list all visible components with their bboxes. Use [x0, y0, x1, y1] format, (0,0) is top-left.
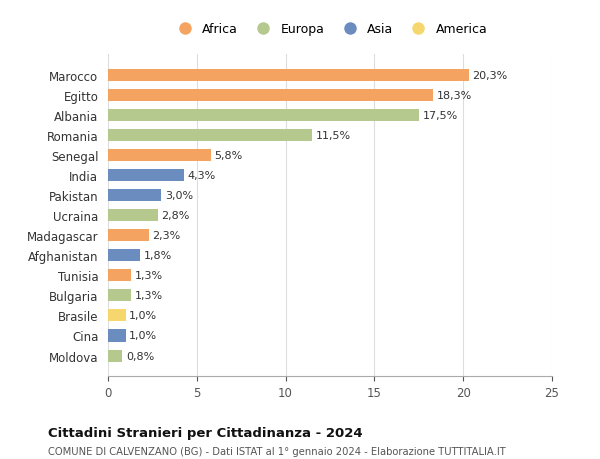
Text: 20,3%: 20,3%	[472, 71, 508, 81]
Text: 1,0%: 1,0%	[130, 311, 157, 321]
Bar	[108, 70, 469, 82]
Bar	[108, 90, 433, 102]
Text: 0,8%: 0,8%	[126, 351, 154, 361]
Bar	[108, 150, 211, 162]
Legend: Africa, Europa, Asia, America: Africa, Europa, Asia, America	[169, 20, 491, 40]
Text: 3,0%: 3,0%	[165, 191, 193, 201]
Bar	[108, 270, 131, 282]
Bar	[108, 350, 122, 362]
Text: 2,8%: 2,8%	[161, 211, 190, 221]
Bar	[108, 110, 419, 122]
Text: Cittadini Stranieri per Cittadinanza - 2024: Cittadini Stranieri per Cittadinanza - 2…	[48, 426, 362, 439]
Text: 17,5%: 17,5%	[422, 111, 458, 121]
Bar	[108, 130, 312, 142]
Text: 2,3%: 2,3%	[152, 231, 181, 241]
Text: 1,3%: 1,3%	[134, 271, 163, 281]
Text: 11,5%: 11,5%	[316, 131, 351, 141]
Text: 1,0%: 1,0%	[130, 331, 157, 341]
Bar	[108, 210, 158, 222]
Text: 18,3%: 18,3%	[437, 91, 472, 101]
Bar	[108, 310, 126, 322]
Text: 1,8%: 1,8%	[143, 251, 172, 261]
Bar	[108, 170, 184, 182]
Bar	[108, 230, 149, 242]
Bar	[108, 190, 161, 202]
Text: COMUNE DI CALVENZANO (BG) - Dati ISTAT al 1° gennaio 2024 - Elaborazione TUTTITA: COMUNE DI CALVENZANO (BG) - Dati ISTAT a…	[48, 446, 506, 456]
Bar	[108, 250, 140, 262]
Text: 1,3%: 1,3%	[134, 291, 163, 301]
Text: 4,3%: 4,3%	[188, 171, 216, 181]
Text: 5,8%: 5,8%	[215, 151, 243, 161]
Bar	[108, 330, 126, 342]
Bar	[108, 290, 131, 302]
